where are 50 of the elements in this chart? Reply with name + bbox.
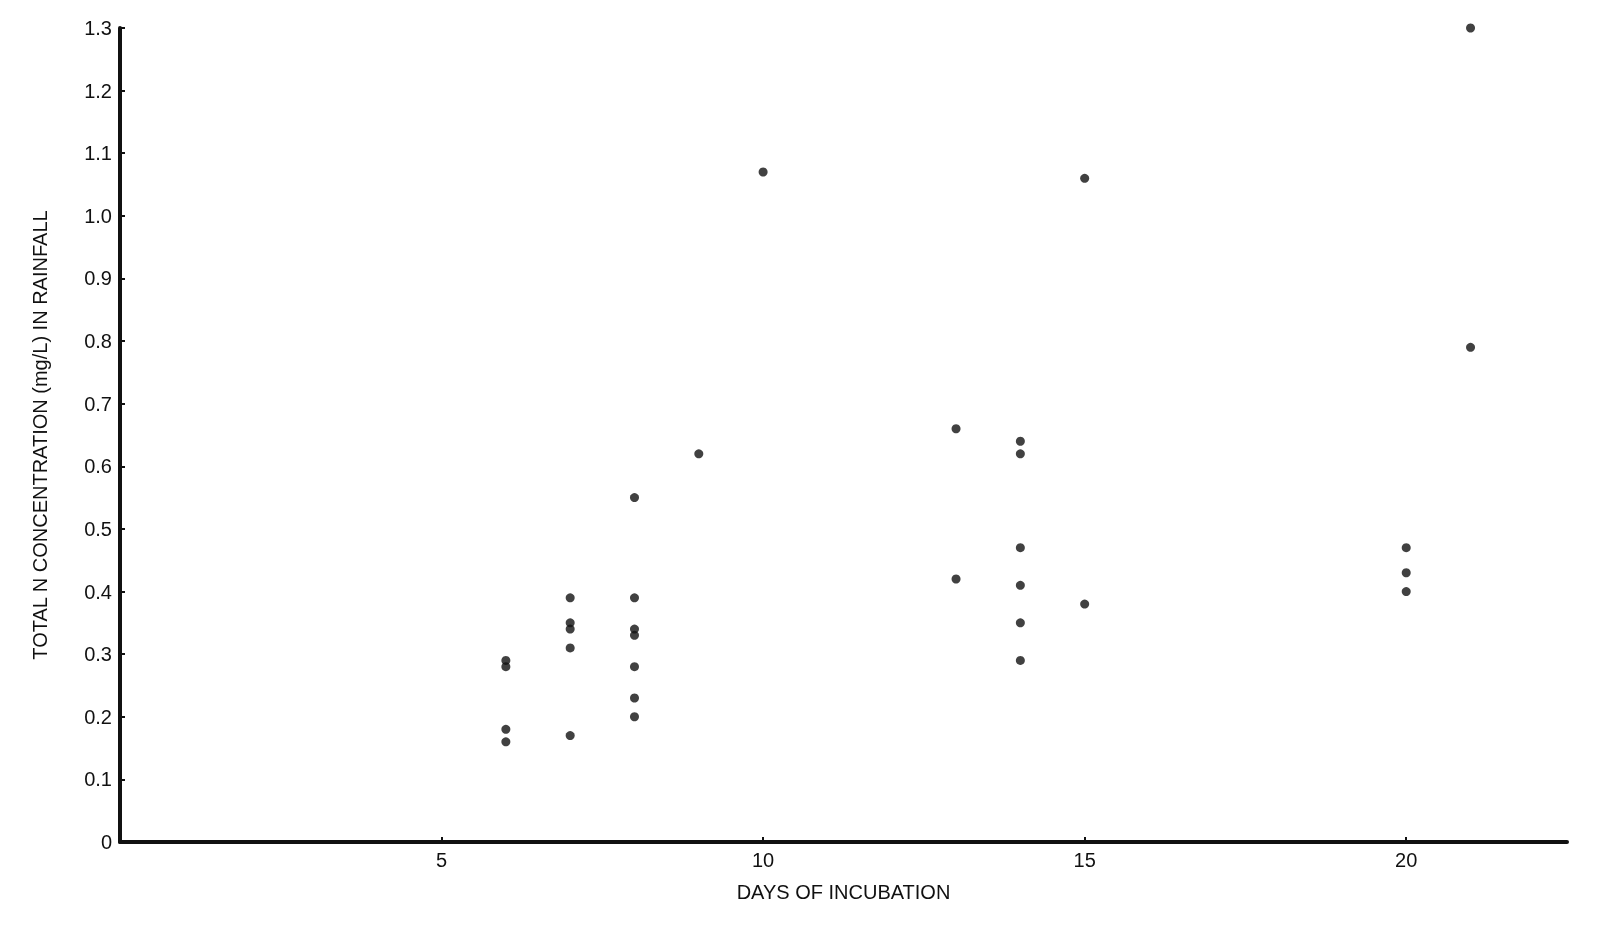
point [1015, 655, 1025, 665]
x-tick-label: 20 [1395, 849, 1418, 871]
y-tick-label: 0.3 [84, 643, 112, 666]
y-tick-label: 0.9 [84, 267, 112, 290]
y-tick-label: 1.0 [84, 204, 112, 227]
point [758, 167, 768, 177]
point [1401, 543, 1411, 553]
point [1401, 568, 1411, 578]
y-axis-title: TOTAL N CONCENTRATION (mg/L) IN RAINFALL [29, 210, 51, 660]
point [630, 593, 639, 603]
point [501, 662, 511, 672]
point [1466, 23, 1476, 33]
y-tick-label: 0 [100, 831, 112, 853]
point [630, 493, 639, 503]
y-tick-label: 0.6 [84, 455, 112, 478]
point [1401, 587, 1411, 597]
point [630, 662, 639, 672]
point [630, 712, 639, 722]
x-tick-label: 5 [435, 849, 448, 871]
y-tick-label: 1.2 [84, 79, 112, 102]
point [630, 693, 639, 703]
y-tick-label: 0.8 [84, 330, 112, 353]
point [565, 624, 575, 634]
point [565, 643, 575, 653]
point [951, 574, 961, 584]
point [694, 449, 704, 459]
point [630, 630, 639, 640]
y-tick-label: 0.1 [84, 768, 112, 791]
y-tick-label: 0.5 [84, 517, 112, 540]
point [501, 737, 511, 747]
point [565, 731, 575, 741]
point [1015, 436, 1025, 446]
point [1080, 599, 1090, 609]
x-axis-title: DAYS OF INCUBATION [736, 881, 951, 903]
point [1080, 173, 1090, 183]
y-tick-label: 0.7 [84, 392, 112, 415]
y-tick-label: 0.2 [84, 705, 112, 728]
y-tick-label: 1.1 [84, 142, 112, 165]
point [501, 724, 511, 734]
point [565, 593, 575, 603]
point [1015, 543, 1025, 553]
point [1015, 580, 1025, 590]
point [951, 424, 961, 434]
x-tick-label: 10 [751, 849, 775, 871]
point [1466, 342, 1476, 352]
point [1015, 449, 1025, 459]
point [1015, 618, 1025, 628]
y-tick-label: 1.3 [84, 17, 112, 39]
y-tick-label: 0.4 [84, 580, 112, 603]
x-tick-label: 15 [1073, 849, 1096, 871]
